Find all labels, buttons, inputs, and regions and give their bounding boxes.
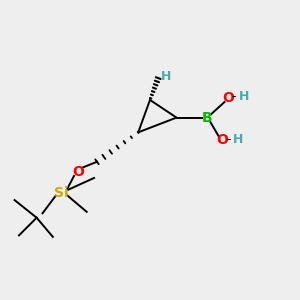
Text: O: O [216,133,228,147]
Text: H: H [239,91,250,103]
Text: -: - [226,133,230,146]
Text: O: O [222,92,234,106]
Text: Si: Si [54,186,69,200]
Text: H: H [233,133,244,146]
Text: -: - [232,91,236,103]
Text: B: B [202,111,213,124]
Text: O: O [72,165,84,179]
Text: H: H [161,70,172,83]
